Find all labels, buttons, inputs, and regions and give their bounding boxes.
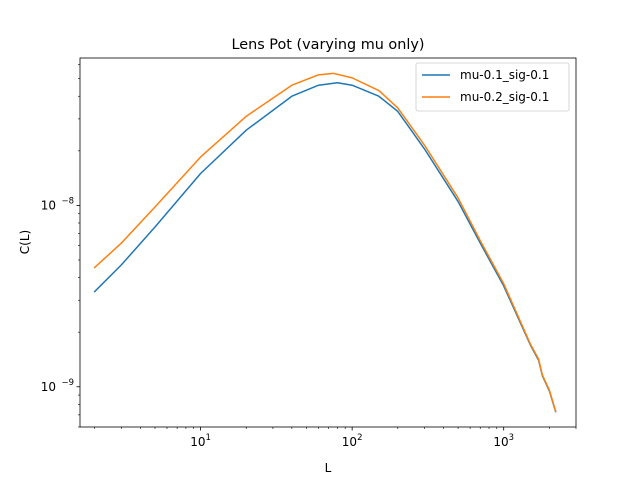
x-axis-ticks: 101 102 103 [94, 427, 577, 449]
legend-box [415, 62, 570, 112]
y-axis-ticks: 10 −9 10 −8 [41, 64, 80, 428]
series-line-2 [93, 72, 557, 412]
y-tick-exponent: −9 [61, 378, 74, 388]
series-line-1 [93, 81, 557, 413]
axes [79, 57, 577, 428]
plot-frame [79, 57, 577, 428]
legend-label-series-1: mu-0.1_sig-0.1 [460, 68, 549, 82]
chart-title: Lens Pot (varying mu only) [232, 37, 425, 53]
y-tick-label: 10 [41, 198, 56, 212]
x-tick-label: 103 [493, 433, 514, 449]
x-tick-label: 101 [190, 433, 211, 449]
y-tick-exponent: −8 [61, 196, 74, 206]
y-tick-label: 10 [41, 380, 56, 394]
legend-label-series-2: mu-0.2_sig-0.1 [460, 90, 549, 104]
y-axis-label: C(L) [18, 230, 32, 254]
x-axis-label: L [325, 461, 332, 475]
x-tick-label: 102 [342, 433, 363, 449]
plot-lines [93, 72, 557, 413]
legend: mu-0.1_sig-0.1 mu-0.2_sig-0.1 [415, 62, 570, 112]
